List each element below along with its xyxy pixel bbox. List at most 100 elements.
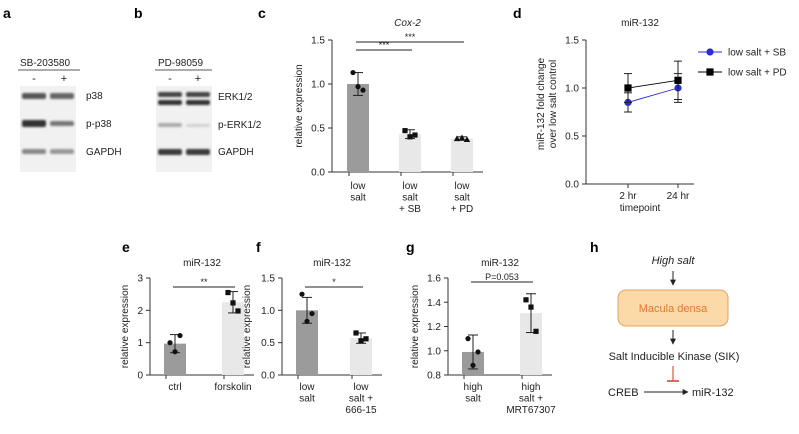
blot-a-membrane [20,86,76,172]
chart-g-category-label: MRT67307 [506,405,556,416]
blot-b-label-erk: ERK1/2 [218,92,253,103]
chart-f-point [363,336,369,342]
chart-c-point [402,128,408,134]
chart-e-ylabel: relative expression [120,285,131,368]
chart-c-bar [399,134,421,172]
chart-g-ytick-label: 0.8 [427,371,441,382]
chart-f-point [358,338,364,344]
chart-f-point [304,318,310,324]
chart-g-point [533,328,539,334]
chart-c-point [453,135,461,142]
chart-e-title: miR-132 [183,258,221,269]
diagram-h-organ: Macula densa [639,303,708,315]
chart-e-bar [222,302,244,375]
chart-f-category-label: salt [299,394,315,405]
diagram-h-kinase: Salt Inducible Kinase (SIK) [609,351,740,363]
chart-c-point [355,84,361,90]
blot-b-band-erk-bottom-2 [186,100,210,105]
panel-letter-h: h [590,239,599,255]
blot-b-band-gapdh-1 [158,149,182,155]
chart-c-point [412,132,418,138]
chart-g-ylabel: relative expression [410,285,421,368]
chart-f-category-label: low [353,382,369,393]
chart-f-bar [296,310,318,375]
chart-c-category-label: + PD [451,204,474,215]
chart-d-xtick-label: 2 hr [619,191,637,202]
chart-e-ytick-label: 3 [137,274,143,285]
panel-letter-c: c [258,5,266,21]
chart-c-ytick-label: 1.0 [311,80,325,91]
blot-b-label-gapdh: GAPDH [218,147,254,158]
blot-a-band-pp38-1 [22,120,46,127]
chart-g-point [475,349,481,355]
chart-f-point [309,310,315,317]
chart-c-point [350,69,356,76]
chart-c-category-label: low [402,181,418,192]
chart-c-bar [347,84,369,172]
blot-a-lane-1: - [32,73,36,85]
chart-c-bar [451,138,473,172]
chart-e-bar [164,343,186,375]
chart-e-ytick-label: 1 [137,338,143,349]
chart-e-point [225,289,231,296]
chart-g-point [465,336,471,342]
chart-e-point [167,340,173,346]
chart-g-ytick-label: 1.4 [427,298,441,309]
chart-f-category-label: 666-15 [345,405,377,416]
chart-f-point [353,330,359,336]
chart-e-point [230,300,236,306]
chart-g-ytick-label: 1.6 [427,274,441,285]
chart-g-ytick-label: 1.0 [427,346,441,357]
blot-a-label-p38: p38 [86,91,103,102]
blot-a-band-p38-2 [50,93,74,99]
chart-d-point [624,84,632,92]
chart-g-point [470,362,476,368]
blot-b-membrane [156,86,212,172]
chart-f-bar [350,338,372,375]
blot-b: PD-98059 - + ERK1/2 p-ERK1/2 GAPDH [155,58,262,172]
chart-d-ylabel: over low salt control [548,60,559,148]
chart-g-significance-label: P=0.053 [485,272,519,282]
chart-e: miR-132 relative expression 0 1 2 3 ctrl forsko… [120,258,254,393]
chart-d-legend-marker [706,68,714,76]
chart-c-category-label: low [350,181,366,192]
chart-g-category-label: salt + [519,394,543,405]
blot-b-band-erk-top-1 [158,92,182,97]
chart-d-series-line [627,87,679,103]
chart-g-bar [520,313,542,375]
chart-f-title: miR-132 [313,258,351,269]
panel-letter-g: g [406,239,415,255]
chart-c-point [458,134,466,141]
diagram-h-creb: CREB [608,387,639,399]
chart-c-category-label: + SB [399,204,421,215]
diagram-h-organ-box [617,289,729,327]
blot-b-band-perk-1 [158,123,182,127]
blot-b-band-gapdh-2 [186,149,210,155]
blot-a-inhibitor: SB-203580 [20,58,70,69]
chart-d-title: miR-132 [621,18,659,29]
chart-d-series-line [627,79,679,89]
chart-g-category-label: high [464,382,483,393]
chart-d: miR-132 miR-132 fold change over low salt … [536,18,787,214]
blot-a-band-pp38-2 [50,121,74,126]
chart-d-ytick-label: 1.0 [565,84,579,95]
chart-e-point [172,349,178,355]
chart-f-ytick-label: 1.5 [261,274,275,285]
panel-letter-b: b [134,5,143,21]
blot-a-band-gapdh-1 [22,149,46,154]
chart-f-significance-label: * [332,277,336,287]
blot-a-band-gapdh-2 [50,149,74,154]
panel-letter-f: f [256,239,261,255]
diagram-h-stimulus: High salt [652,255,696,267]
blot-b-label-perk: p-ERK1/2 [218,120,262,131]
chart-d-ytick-label: 0.0 [565,180,579,191]
blot-b-band-erk-bottom-1 [158,100,182,105]
chart-e-category-label: ctrl [168,382,181,393]
chart-e-point [235,308,241,314]
chart-c-category-label: salt [350,193,366,204]
chart-f-ytick-label: 1.0 [261,306,275,317]
blot-a-label-pp38: p-p38 [86,119,112,130]
blot-b-lane-2: + [195,73,201,85]
